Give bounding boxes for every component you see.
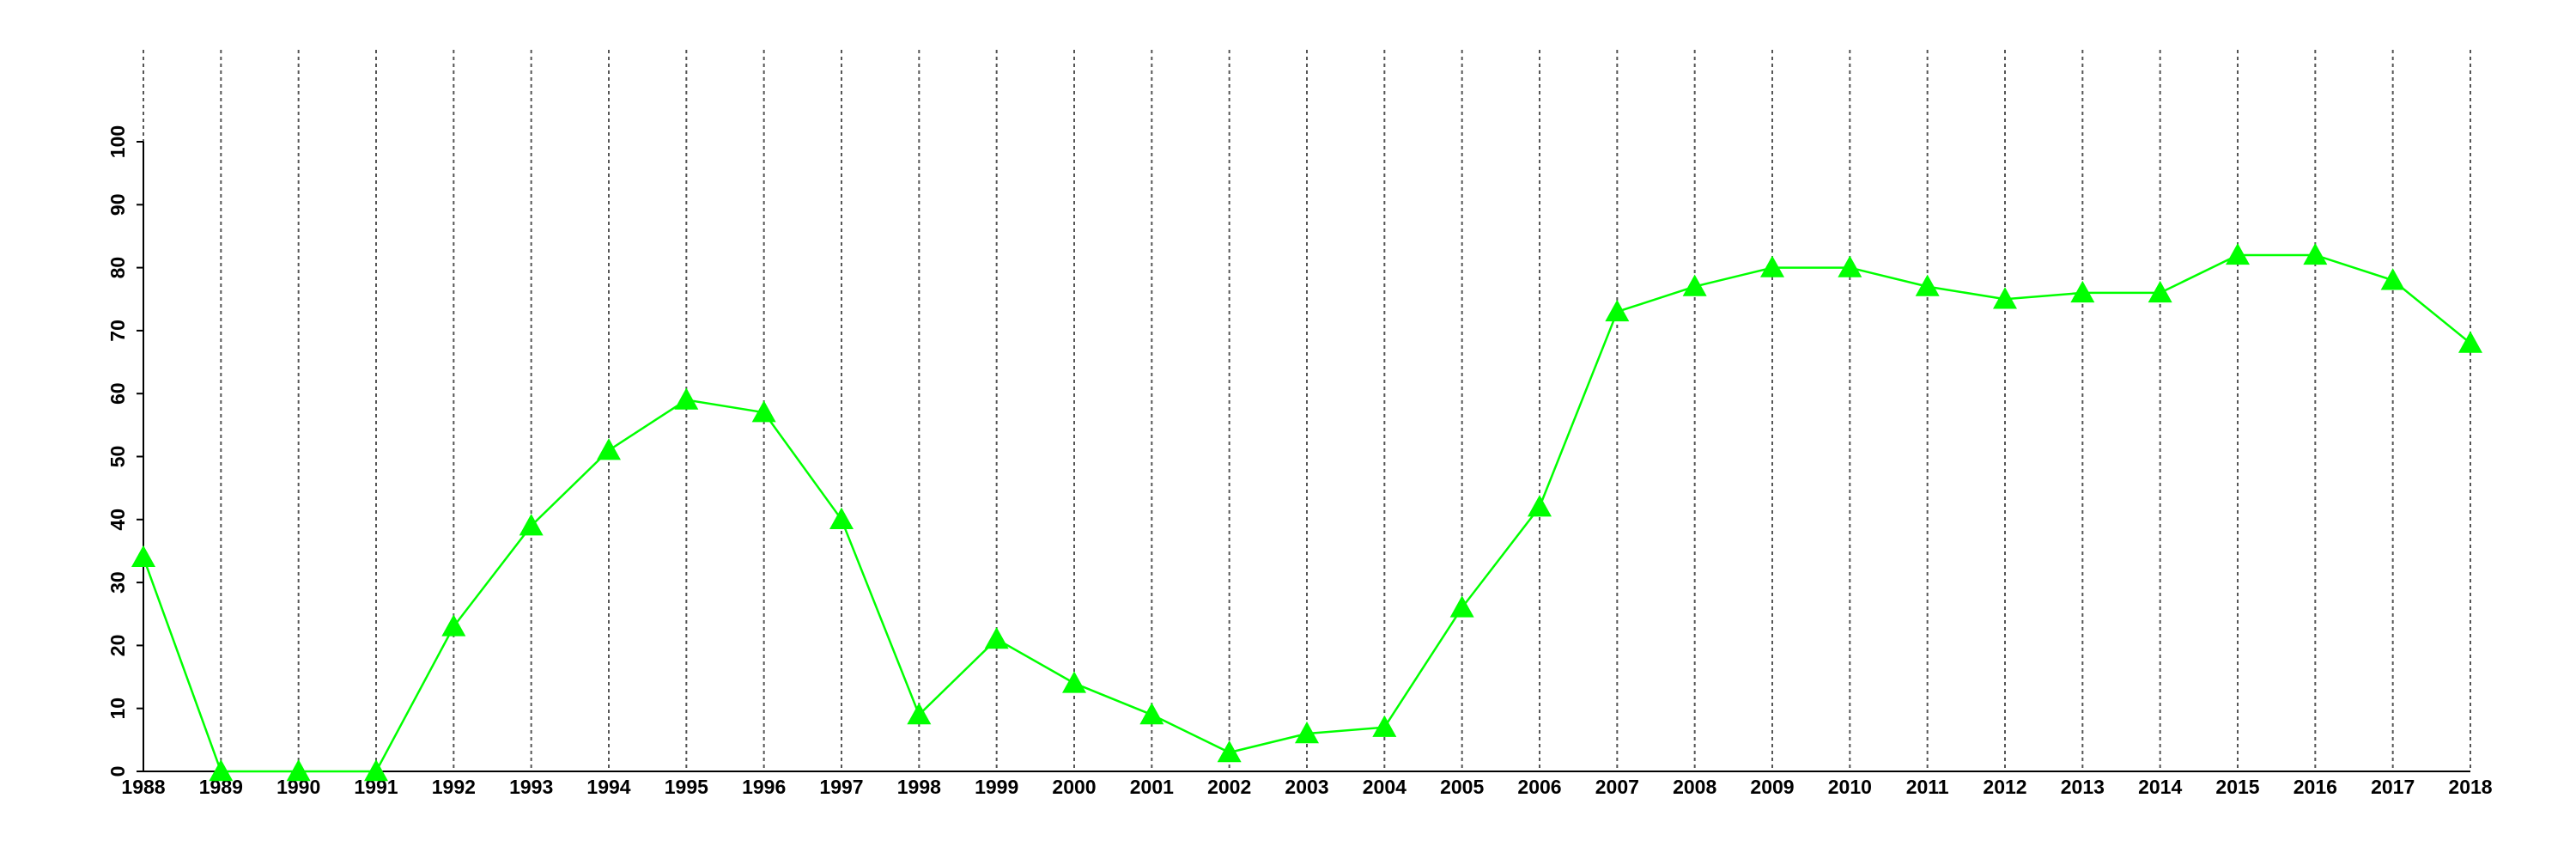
x-tick-label: 2004: [1363, 776, 1406, 798]
marker: [751, 400, 776, 423]
x-tick-label: 2003: [1285, 776, 1328, 798]
marker: [2226, 242, 2250, 265]
x-tick-label: 2001: [1130, 776, 1174, 798]
x-tick-label: 2000: [1052, 776, 1096, 798]
marker: [1139, 703, 1164, 725]
marker: [519, 514, 544, 536]
x-tick-label: 1988: [121, 776, 165, 798]
x-tick-label: 2018: [2448, 776, 2492, 798]
x-tick-label: 2008: [1673, 776, 1716, 798]
y-tick-label: 30: [106, 571, 129, 594]
x-tick-label: 1996: [742, 776, 786, 798]
marker: [907, 703, 932, 725]
marker: [1295, 722, 1319, 744]
marker: [984, 627, 1009, 649]
marker: [364, 759, 388, 782]
marker: [597, 438, 621, 460]
x-tick-label: 2014: [2138, 776, 2182, 798]
x-tick-label: 2009: [1750, 776, 1794, 798]
x-tick-label: 1999: [975, 776, 1018, 798]
x-tick-label: 2017: [2371, 776, 2415, 798]
x-tick-label: 1993: [509, 776, 553, 798]
y-tick-label: 0: [106, 766, 129, 777]
x-tick-label: 2015: [2215, 776, 2259, 798]
marker: [1528, 495, 1552, 517]
marker: [1760, 255, 1784, 277]
marker: [1449, 595, 1474, 618]
x-tick-label: 1998: [897, 776, 941, 798]
marker: [209, 759, 234, 782]
marker: [1217, 740, 1242, 763]
marker: [2458, 331, 2482, 353]
marker: [2380, 268, 2405, 290]
x-tick-label: 2012: [1983, 776, 2026, 798]
y-tick-label: 60: [106, 382, 129, 405]
x-tick-label: 2002: [1207, 776, 1251, 798]
x-tick-label: 1997: [819, 776, 863, 798]
y-tick-label: 20: [106, 635, 129, 657]
marker: [1682, 274, 1707, 296]
x-tick-label: 2006: [1517, 776, 1561, 798]
y-tick-label: 70: [106, 320, 129, 342]
y-tick-label: 10: [106, 698, 129, 720]
y-tick-label: 40: [106, 509, 129, 531]
y-tick-label: 50: [106, 446, 129, 468]
x-tick-label: 2013: [2061, 776, 2105, 798]
x-tick-label: 2016: [2293, 776, 2337, 798]
marker: [674, 387, 699, 410]
marker: [1372, 715, 1397, 737]
x-tick-label: 2005: [1440, 776, 1484, 798]
marker: [441, 614, 466, 637]
marker: [2070, 280, 2095, 303]
marker: [131, 545, 155, 567]
marker: [1993, 287, 2017, 309]
x-tick-label: 1994: [586, 776, 630, 798]
x-tick-label: 2011: [1906, 776, 1949, 798]
y-tick-label: 100: [106, 125, 129, 158]
marker: [1062, 671, 1086, 693]
y-tick-label: 80: [106, 257, 129, 279]
marker: [1915, 274, 1940, 296]
marker: [1605, 299, 1630, 322]
marker: [286, 759, 311, 782]
marker: [2148, 280, 2172, 303]
marker: [1838, 255, 1862, 277]
marker: [2303, 242, 2328, 265]
x-tick-label: 1995: [665, 776, 708, 798]
x-tick-label: 2010: [1828, 776, 1872, 798]
x-tick-label: 2007: [1595, 776, 1639, 798]
marker: [829, 507, 854, 529]
y-tick-label: 90: [106, 194, 129, 216]
x-tick-label: 1992: [432, 776, 476, 798]
